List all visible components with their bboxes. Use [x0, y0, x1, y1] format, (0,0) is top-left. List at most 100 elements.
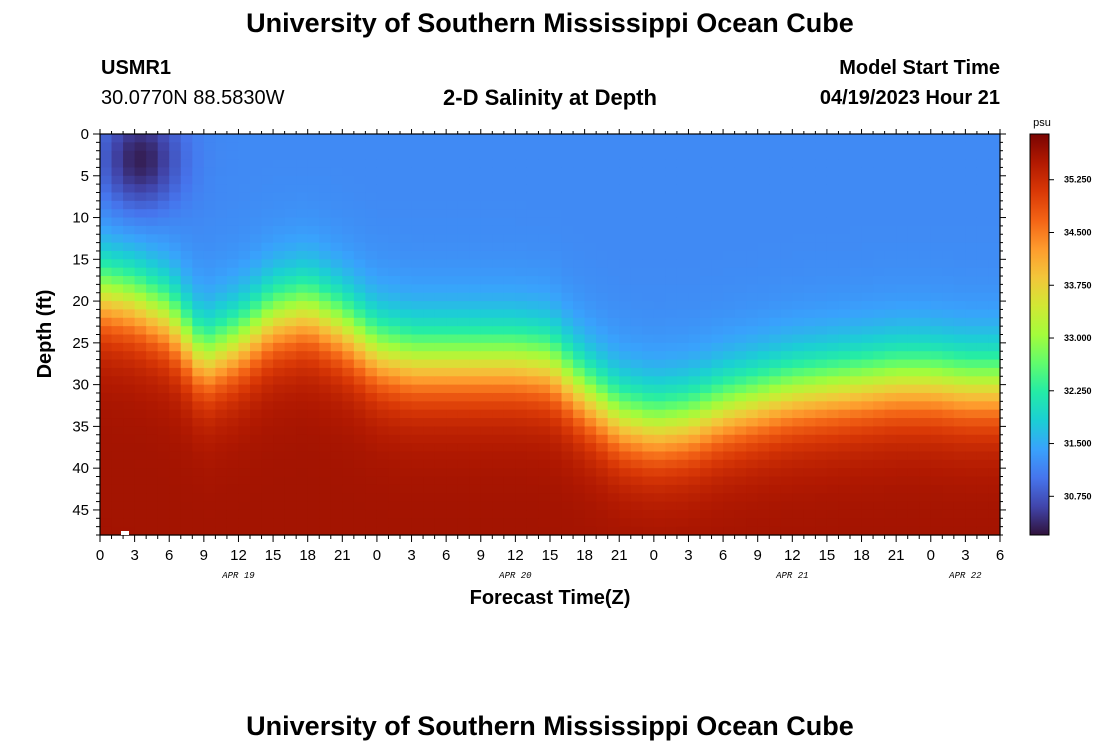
heatmap-cell: [469, 342, 482, 352]
heatmap-cell: [203, 501, 216, 511]
heatmap-cell: [238, 292, 251, 302]
heatmap-cell: [226, 276, 240, 285]
heatmap-cell: [330, 476, 343, 486]
heatmap-cell: [273, 401, 286, 411]
heatmap-cell: [169, 209, 182, 219]
heatmap-cell: [526, 292, 540, 302]
heatmap-cell: [273, 317, 286, 327]
heatmap-cell: [169, 392, 182, 402]
heatmap-cell: [111, 359, 124, 369]
heatmap-cell: [792, 351, 805, 361]
heatmap-cell: [826, 351, 840, 361]
heatmap-cell: [792, 234, 805, 244]
heatmap-cell: [411, 142, 424, 152]
heatmap-cell: [850, 392, 863, 402]
heatmap-cell: [111, 259, 124, 269]
heatmap-cell: [642, 443, 655, 453]
heatmap-cell: [930, 476, 943, 486]
heatmap-cell: [376, 326, 390, 336]
heatmap-cell: [838, 234, 851, 244]
heatmap-cell: [492, 317, 505, 327]
heatmap-cell: [988, 209, 1001, 219]
heatmap-cell: [826, 150, 840, 160]
heatmap-cell: [850, 234, 863, 244]
heatmap-cell: [734, 217, 747, 227]
heatmap-cell: [457, 234, 470, 244]
heatmap-cell: [111, 342, 124, 352]
heatmap-cell: [573, 259, 586, 269]
heatmap-cell: [296, 476, 309, 486]
heatmap-cell: [330, 134, 343, 143]
heatmap-cell: [423, 459, 436, 469]
heatmap-cell: [238, 225, 251, 235]
heatmap-cell: [803, 234, 816, 244]
heatmap-cell: [238, 209, 251, 219]
heatmap-cell: [169, 142, 182, 152]
heatmap-cell: [630, 392, 643, 402]
heatmap-cell: [411, 200, 424, 210]
heatmap-cell: [734, 184, 747, 194]
heatmap-cell: [607, 342, 620, 352]
heatmap-cell: [757, 192, 770, 202]
heatmap-cell: [769, 409, 782, 419]
heatmap-cell: [515, 242, 528, 252]
heatmap-cell: [919, 284, 932, 294]
heatmap-cell: [930, 459, 943, 469]
heatmap-cell: [192, 225, 205, 235]
heatmap-cell: [953, 493, 966, 503]
heatmap-cell: [653, 418, 666, 427]
heatmap-cell: [907, 443, 920, 453]
heatmap-cell: [780, 225, 793, 235]
heatmap-cell: [757, 359, 770, 369]
heatmap-cell: [180, 301, 193, 311]
heatmap-cell: [757, 384, 770, 394]
heatmap-cell: [307, 426, 320, 436]
heatmap-cell: [780, 418, 793, 427]
heatmap-cell: [734, 392, 747, 402]
heatmap-cell: [815, 134, 828, 143]
heatmap-cell: [157, 509, 170, 519]
heatmap-cell: [826, 518, 840, 528]
heatmap-cell: [930, 142, 943, 152]
heatmap-cell: [930, 518, 943, 528]
heatmap-cell: [930, 392, 943, 402]
heatmap-cell: [515, 292, 528, 302]
heatmap-cell: [550, 451, 563, 461]
heatmap-cell: [146, 451, 159, 461]
heatmap-cell: [146, 192, 159, 202]
heatmap-cell: [826, 401, 840, 411]
heatmap-cell: [953, 142, 966, 152]
heatmap-cell: [146, 434, 159, 444]
heatmap-cell: [400, 392, 413, 402]
heatmap-cell: [515, 484, 528, 494]
heatmap-cell: [723, 209, 736, 219]
heatmap-cell: [803, 451, 816, 461]
heatmap-cell: [423, 326, 436, 336]
heatmap-cell: [307, 200, 320, 210]
heatmap-cell: [480, 267, 493, 277]
heatmap-cell: [353, 434, 366, 444]
heatmap-cell: [688, 225, 701, 235]
heatmap-cell: [538, 317, 551, 327]
heatmap-cell: [676, 142, 690, 152]
heatmap-cell: [284, 209, 297, 219]
heatmap-cell: [146, 376, 159, 386]
heatmap-cell: [353, 459, 366, 469]
heatmap-cell: [388, 200, 401, 210]
heatmap-cell: [307, 234, 320, 244]
heatmap-cell: [919, 301, 932, 311]
heatmap-cell: [434, 200, 447, 210]
heatmap-cell: [619, 367, 632, 377]
heatmap-cell: [215, 259, 228, 269]
heatmap-cell: [919, 418, 932, 427]
heatmap-cell: [873, 184, 886, 194]
heatmap-cell: [515, 342, 528, 352]
heatmap-cell: [400, 234, 413, 244]
heatmap-cell: [953, 443, 966, 453]
heatmap-cell: [111, 401, 124, 411]
heatmap-cell: [123, 301, 136, 311]
heatmap-cell: [815, 309, 828, 319]
heatmap-cell: [296, 267, 309, 277]
heatmap-cell: [769, 459, 782, 469]
heatmap-cell: [619, 476, 632, 486]
